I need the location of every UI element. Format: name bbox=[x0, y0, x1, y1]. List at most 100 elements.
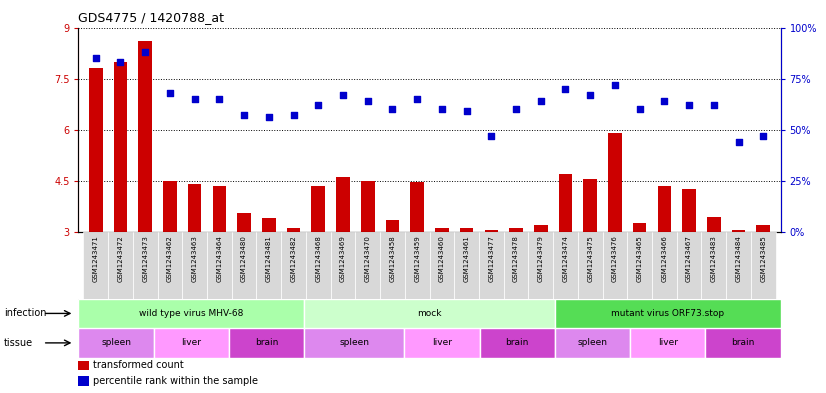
Bar bbox=[361, 181, 374, 232]
Text: GSM1243474: GSM1243474 bbox=[563, 235, 568, 282]
Text: GSM1243481: GSM1243481 bbox=[266, 235, 272, 282]
Bar bbox=[555, 299, 781, 328]
Bar bbox=[380, 232, 405, 299]
Bar bbox=[726, 232, 751, 299]
Bar bbox=[480, 328, 555, 358]
Bar bbox=[553, 232, 578, 299]
Bar bbox=[256, 232, 281, 299]
Text: liver: liver bbox=[182, 338, 202, 347]
Bar bbox=[78, 299, 304, 328]
Text: GSM1243467: GSM1243467 bbox=[686, 235, 692, 282]
Text: mutant virus ORF73.stop: mutant virus ORF73.stop bbox=[611, 309, 724, 318]
Bar bbox=[78, 328, 154, 358]
Point bbox=[262, 114, 275, 121]
Bar bbox=[430, 232, 454, 299]
Point bbox=[460, 108, 473, 114]
Text: GSM1243473: GSM1243473 bbox=[142, 235, 148, 282]
Text: mock: mock bbox=[417, 309, 442, 318]
Text: GSM1243482: GSM1243482 bbox=[291, 235, 297, 282]
Bar bbox=[281, 232, 306, 299]
Bar bbox=[558, 174, 572, 232]
Text: GSM1243485: GSM1243485 bbox=[760, 235, 767, 282]
Point bbox=[213, 96, 226, 102]
Text: GSM1243478: GSM1243478 bbox=[513, 235, 519, 282]
Bar bbox=[311, 186, 325, 232]
Text: GSM1243466: GSM1243466 bbox=[662, 235, 667, 282]
Bar bbox=[355, 232, 380, 299]
Bar bbox=[78, 376, 89, 386]
Bar bbox=[411, 182, 424, 232]
Point bbox=[311, 102, 325, 108]
Point bbox=[139, 49, 152, 55]
Point bbox=[707, 102, 720, 108]
Bar bbox=[232, 232, 256, 299]
Bar bbox=[652, 232, 676, 299]
Text: spleen: spleen bbox=[339, 338, 369, 347]
Bar bbox=[510, 228, 523, 232]
Bar bbox=[133, 232, 158, 299]
Bar bbox=[454, 232, 479, 299]
Bar bbox=[633, 223, 647, 232]
Bar bbox=[306, 232, 330, 299]
Bar bbox=[330, 232, 355, 299]
Bar bbox=[485, 230, 498, 232]
Text: GSM1243458: GSM1243458 bbox=[389, 235, 396, 282]
Point bbox=[485, 133, 498, 139]
Bar bbox=[158, 232, 183, 299]
Text: GSM1243480: GSM1243480 bbox=[241, 235, 247, 282]
Point bbox=[559, 86, 572, 92]
Point bbox=[510, 106, 523, 112]
Text: GSM1243460: GSM1243460 bbox=[439, 235, 445, 282]
Bar bbox=[78, 361, 89, 370]
Text: GDS4775 / 1420788_at: GDS4775 / 1420788_at bbox=[78, 11, 225, 24]
Bar bbox=[676, 232, 701, 299]
Text: GSM1243472: GSM1243472 bbox=[117, 235, 124, 282]
Text: liver: liver bbox=[432, 338, 452, 347]
Bar bbox=[405, 232, 430, 299]
Bar bbox=[757, 225, 770, 232]
Text: percentile rank within the sample: percentile rank within the sample bbox=[93, 376, 258, 386]
Text: GSM1243475: GSM1243475 bbox=[587, 235, 593, 282]
Bar bbox=[608, 133, 622, 232]
Bar bbox=[435, 228, 449, 232]
Text: GSM1243483: GSM1243483 bbox=[711, 235, 717, 282]
Point bbox=[188, 96, 202, 102]
Point bbox=[534, 98, 548, 104]
Bar bbox=[336, 177, 349, 232]
Bar bbox=[627, 232, 652, 299]
Text: GSM1243471: GSM1243471 bbox=[93, 235, 99, 282]
Text: spleen: spleen bbox=[101, 338, 131, 347]
Text: GSM1243470: GSM1243470 bbox=[365, 235, 371, 282]
Bar bbox=[139, 41, 152, 232]
Bar bbox=[701, 232, 726, 299]
Point bbox=[757, 133, 770, 139]
Bar bbox=[89, 68, 102, 232]
Bar bbox=[682, 189, 695, 232]
Text: GSM1243465: GSM1243465 bbox=[637, 235, 643, 282]
Bar bbox=[534, 225, 548, 232]
Point bbox=[732, 139, 745, 145]
Bar bbox=[212, 186, 226, 232]
Bar bbox=[583, 179, 597, 232]
Text: transformed count: transformed count bbox=[93, 360, 183, 371]
Bar bbox=[555, 328, 630, 358]
Point bbox=[682, 102, 695, 108]
Text: GSM1243479: GSM1243479 bbox=[538, 235, 544, 282]
Bar bbox=[578, 232, 603, 299]
Bar bbox=[479, 232, 504, 299]
Bar bbox=[164, 181, 177, 232]
Point bbox=[89, 55, 102, 61]
Bar bbox=[154, 328, 229, 358]
Bar bbox=[237, 213, 251, 232]
Bar bbox=[114, 62, 127, 232]
Bar bbox=[287, 228, 301, 232]
Text: GSM1243459: GSM1243459 bbox=[414, 235, 420, 282]
Bar bbox=[304, 328, 405, 358]
Text: GSM1243476: GSM1243476 bbox=[612, 235, 618, 282]
Bar bbox=[529, 232, 553, 299]
Text: brain: brain bbox=[506, 338, 529, 347]
Text: GSM1243462: GSM1243462 bbox=[167, 235, 173, 282]
Bar bbox=[732, 230, 745, 232]
Bar bbox=[705, 328, 781, 358]
Text: GSM1243463: GSM1243463 bbox=[192, 235, 197, 282]
